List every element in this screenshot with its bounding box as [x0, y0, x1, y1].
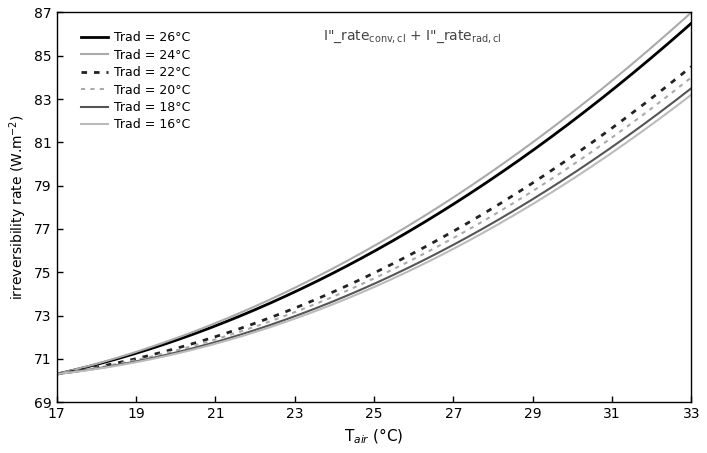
Trad = 20°C — [573, 159, 581, 165]
Trad = 22°C — [358, 276, 366, 281]
Trad = 16°C — [354, 291, 363, 297]
Trad = 24°C — [52, 371, 61, 377]
Y-axis label: irreversibility rate (W.m$^{-2}$): irreversibility rate (W.m$^{-2}$) — [7, 115, 28, 300]
Trad = 22°C — [52, 371, 61, 377]
Trad = 16°C — [573, 173, 581, 179]
Line: Trad = 16°C: Trad = 16°C — [57, 95, 691, 374]
Trad = 20°C — [430, 246, 438, 251]
Trad = 18°C — [396, 269, 404, 275]
Trad = 16°C — [672, 104, 680, 109]
Trad = 26°C — [354, 257, 363, 263]
Line: Trad = 24°C: Trad = 24°C — [57, 12, 691, 374]
Trad = 16°C — [52, 371, 61, 377]
Trad = 22°C — [672, 76, 680, 82]
Trad = 24°C — [396, 228, 404, 233]
Text: I"_rate$_{\rm conv,cl}$ + I"_rate$_{\rm rad,cl}$: I"_rate$_{\rm conv,cl}$ + I"_rate$_{\rm … — [323, 28, 502, 45]
Line: Trad = 20°C: Trad = 20°C — [57, 77, 691, 374]
Trad = 20°C — [52, 371, 61, 377]
Trad = 16°C — [396, 273, 404, 278]
Trad = 26°C — [52, 371, 61, 377]
Trad = 20°C — [354, 283, 363, 289]
Trad = 24°C — [672, 24, 680, 29]
Trad = 18°C — [52, 371, 61, 377]
Trad = 16°C — [358, 289, 366, 295]
Line: Trad = 22°C: Trad = 22°C — [57, 67, 691, 374]
Trad = 18°C — [687, 86, 696, 91]
Trad = 26°C — [358, 255, 366, 260]
Trad = 26°C — [687, 20, 696, 26]
Legend: Trad = 26°C, Trad = 24°C, Trad = 22°C, Trad = 20°C, Trad = 18°C, Trad = 16°C: Trad = 26°C, Trad = 24°C, Trad = 22°C, T… — [76, 26, 196, 136]
Trad = 20°C — [358, 281, 366, 287]
Trad = 26°C — [396, 234, 404, 239]
Trad = 26°C — [573, 115, 581, 120]
Trad = 22°C — [354, 278, 363, 283]
Trad = 16°C — [430, 256, 438, 261]
Trad = 24°C — [358, 250, 366, 255]
Trad = 18°C — [430, 252, 438, 257]
X-axis label: T$_{air}$ (°C): T$_{air}$ (°C) — [344, 427, 404, 446]
Trad = 20°C — [672, 87, 680, 92]
Line: Trad = 18°C: Trad = 18°C — [57, 88, 691, 374]
Trad = 24°C — [354, 252, 363, 258]
Trad = 24°C — [573, 106, 581, 111]
Trad = 18°C — [358, 286, 366, 292]
Trad = 26°C — [430, 213, 438, 219]
Trad = 18°C — [573, 168, 581, 173]
Trad = 26°C — [672, 34, 680, 39]
Trad = 22°C — [687, 64, 696, 69]
Trad = 24°C — [430, 207, 438, 212]
Trad = 24°C — [687, 10, 696, 15]
Trad = 20°C — [687, 75, 696, 80]
Trad = 16°C — [687, 92, 696, 97]
Trad = 22°C — [430, 239, 438, 245]
Trad = 18°C — [672, 97, 680, 103]
Trad = 20°C — [396, 263, 404, 269]
Trad = 22°C — [573, 150, 581, 156]
Line: Trad = 26°C: Trad = 26°C — [57, 23, 691, 374]
Trad = 18°C — [354, 288, 363, 294]
Trad = 22°C — [396, 257, 404, 263]
